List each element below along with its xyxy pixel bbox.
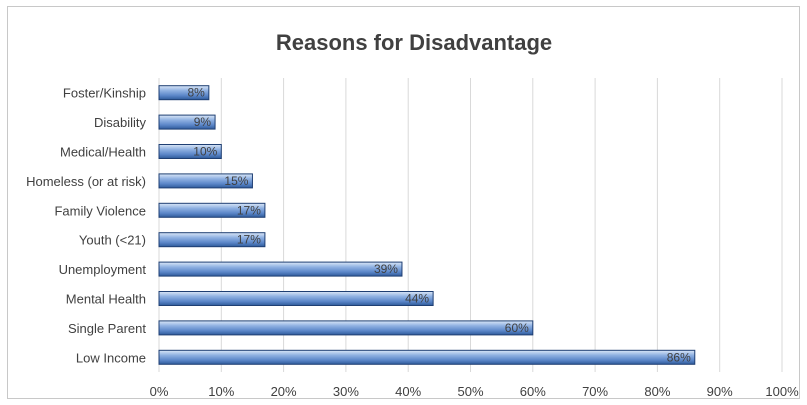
data-label: 9%	[194, 115, 212, 129]
x-tick-label: 20%	[271, 384, 297, 399]
data-label: 44%	[405, 292, 429, 306]
x-tick-label: 0%	[150, 384, 169, 399]
bar	[158, 261, 403, 277]
chart-title: Reasons for Disadvantage	[276, 30, 552, 55]
x-tick-label: 30%	[333, 384, 359, 399]
bar	[158, 114, 216, 130]
x-tick-label: 80%	[644, 384, 670, 399]
x-tick-label: 10%	[208, 384, 234, 399]
category-labels: Foster/Kinship Disability Medical/Health Ho…	[26, 86, 146, 366]
category-label: Homeless (or at risk)	[26, 174, 146, 189]
bar	[158, 173, 253, 189]
category-label: Youth (<21)	[79, 233, 146, 248]
category-label: Mental Health	[66, 292, 146, 307]
data-label: 15%	[224, 174, 248, 188]
x-tick-label: 40%	[395, 384, 421, 399]
bar	[158, 349, 696, 365]
x-axis-ticks: 0% 10% 20% 30% 40% 50% 60% 70% 80% 90% 100%	[150, 384, 799, 399]
x-tick-label: 50%	[457, 384, 483, 399]
bar	[158, 144, 222, 159]
bar	[158, 320, 534, 336]
category-label: Disability	[94, 115, 147, 130]
data-label: 8%	[187, 86, 205, 100]
data-label: 17%	[237, 233, 261, 247]
bar	[158, 85, 210, 101]
x-tick-label: 60%	[520, 384, 546, 399]
category-label: Medical/Health	[60, 145, 146, 160]
category-label: Unemployment	[59, 262, 147, 277]
bar	[158, 202, 266, 218]
x-tick-label: 90%	[707, 384, 733, 399]
data-label: 17%	[237, 203, 261, 217]
bar-layer: 8% 9% 10% 15% 17% 17% 39% 44% 60% 86%	[158, 85, 696, 365]
bar	[158, 232, 266, 248]
bar	[158, 291, 434, 306]
data-label: 60%	[505, 321, 529, 335]
category-label: Single Parent	[68, 321, 146, 336]
x-tick-label: 70%	[582, 384, 608, 399]
category-label: Foster/Kinship	[63, 86, 146, 101]
x-tick-label: 100%	[765, 384, 799, 399]
data-label: 10%	[193, 145, 217, 159]
category-label: Family Violence	[54, 203, 146, 218]
category-label: Low Income	[76, 350, 146, 365]
data-label: 39%	[374, 262, 398, 276]
data-label: 86%	[667, 350, 691, 364]
